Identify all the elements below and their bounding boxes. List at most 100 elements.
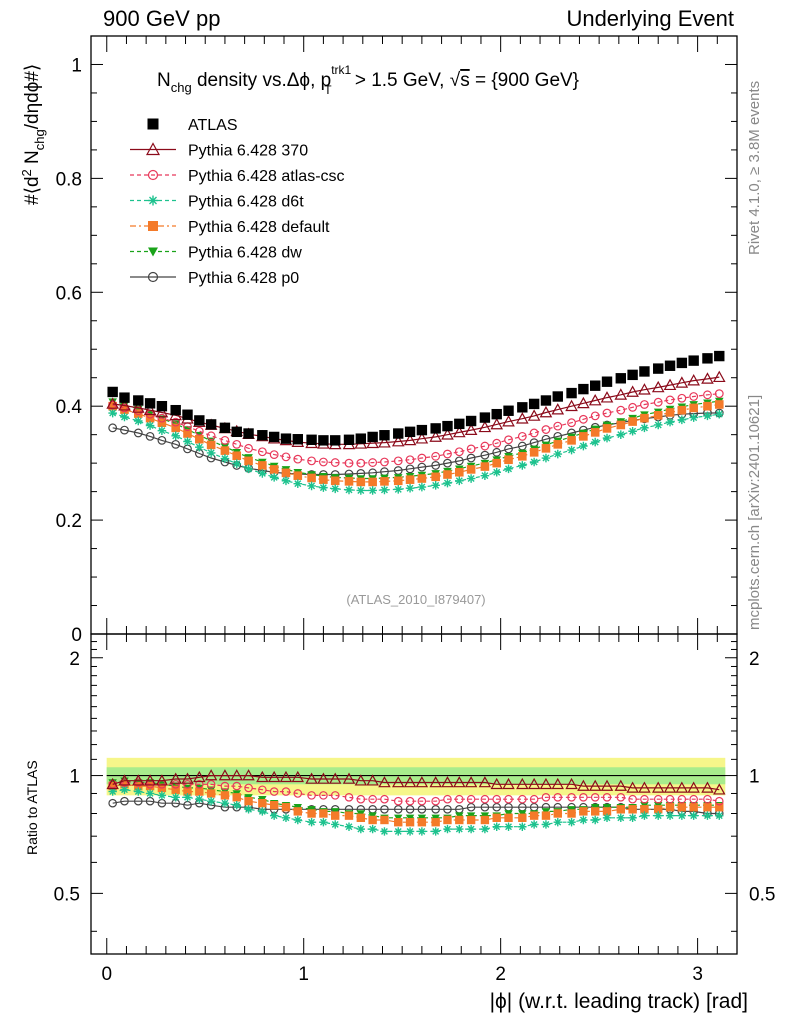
ratio-point: [344, 811, 354, 820]
ratio-point: [220, 791, 230, 800]
data-point: [170, 404, 181, 416]
data-point: [541, 444, 551, 453]
ratio-point: [394, 818, 403, 827]
data-point: [518, 452, 527, 461]
ratio-point: [415, 776, 429, 788]
data-point: [306, 434, 317, 445]
data-point: [529, 438, 539, 448]
data-point: [292, 434, 303, 445]
data-point: [615, 373, 626, 384]
title-n: N: [157, 70, 171, 91]
ratio-point: [417, 804, 427, 814]
title-mid: density vs.Δϕ, p: [192, 70, 332, 91]
ratio-point: [665, 803, 675, 812]
ratio-series-pythia-6-428-370: [106, 769, 726, 795]
ratio-point: [703, 811, 712, 820]
ratio-point: [145, 779, 155, 789]
ratio-point: [232, 793, 241, 802]
data-point: [651, 380, 665, 393]
data-point: [689, 413, 698, 422]
data-point: [503, 405, 514, 416]
main-ytick-label: 0.6: [56, 283, 82, 304]
ratio-point: [553, 809, 562, 818]
data-point: [195, 442, 204, 452]
ratio-point: [293, 789, 303, 798]
ratio-point: [616, 813, 625, 822]
legend-marker: [147, 271, 159, 283]
ratio-point: [689, 794, 698, 804]
data-point: [540, 395, 552, 406]
ratio-point: [640, 794, 649, 804]
data-point: [269, 450, 279, 460]
ratio-series-pythia-6-428-atlas-csc: [108, 778, 724, 806]
ratio-point: [307, 791, 316, 800]
ratio-point: [244, 797, 253, 806]
data-point: [194, 415, 205, 426]
data-point: [640, 413, 649, 423]
ratio-point: [567, 792, 576, 802]
data-point: [479, 412, 491, 423]
data-point: [602, 408, 612, 418]
data-point: [133, 428, 143, 438]
ratio-point: [380, 804, 389, 814]
data-point: [466, 453, 476, 463]
data-point: [280, 433, 292, 444]
data-point: [319, 457, 328, 467]
legend-label: Pythia 6.428 default: [188, 219, 330, 236]
data-point: [578, 383, 589, 395]
ratio-point: [689, 803, 698, 812]
ratio-point: [331, 811, 340, 820]
ratio-point: [193, 770, 206, 783]
ratio-point: [145, 796, 155, 806]
data-point: [231, 426, 242, 438]
data-point: [257, 430, 268, 441]
ratio-point: [466, 824, 476, 834]
ratio-point: [518, 802, 527, 812]
data-point: [319, 483, 328, 492]
data-point: [539, 405, 553, 418]
series-line-pythia-6-428-atlas-csc: [112, 393, 720, 464]
data-point: [527, 409, 541, 421]
data-point: [206, 440, 216, 450]
ratio-point: [602, 813, 612, 822]
data-point: [687, 374, 700, 386]
data-point: [330, 484, 340, 494]
title-n-sub: chg: [171, 80, 192, 95]
legend-entry-pythia-6-428-dw: Pythia 6.428 dw: [130, 245, 302, 262]
ratio-point: [602, 792, 612, 802]
ratio-point: [529, 802, 539, 812]
data-point: [443, 478, 452, 488]
ratio-point: [454, 794, 464, 804]
ratio-point: [218, 769, 232, 781]
ratio-point: [480, 815, 490, 825]
ratio-ytick-label: 1: [69, 767, 80, 788]
ratio-point: [157, 798, 167, 808]
data-point: [405, 475, 415, 484]
ratio-point: [204, 769, 218, 781]
header-left: 900 GeV pp: [103, 6, 221, 31]
ratio-point: [120, 785, 129, 794]
main-ytick-label: 0.8: [56, 169, 82, 190]
data-point: [120, 412, 129, 422]
ratio-point: [443, 794, 452, 804]
data-point: [639, 366, 650, 377]
ratio-point: [590, 792, 600, 802]
ratio-point: [281, 803, 291, 812]
data-point: [640, 400, 649, 409]
ratio-point: [392, 776, 405, 788]
ratio-point: [714, 796, 724, 806]
data-point: [442, 420, 453, 432]
ratio-point: [291, 770, 305, 783]
data-point: [391, 434, 405, 447]
ratio-point: [171, 785, 180, 794]
data-point: [415, 432, 429, 444]
ratio-point: [171, 779, 180, 789]
ratio-point: [258, 807, 267, 816]
data-point: [417, 474, 427, 483]
data-point: [356, 458, 366, 468]
ratio-point: [220, 798, 230, 808]
ratio-ytick-label-right: 1: [749, 767, 760, 788]
ratio-point: [269, 811, 279, 820]
data-point: [567, 436, 576, 445]
data-point: [614, 388, 628, 400]
